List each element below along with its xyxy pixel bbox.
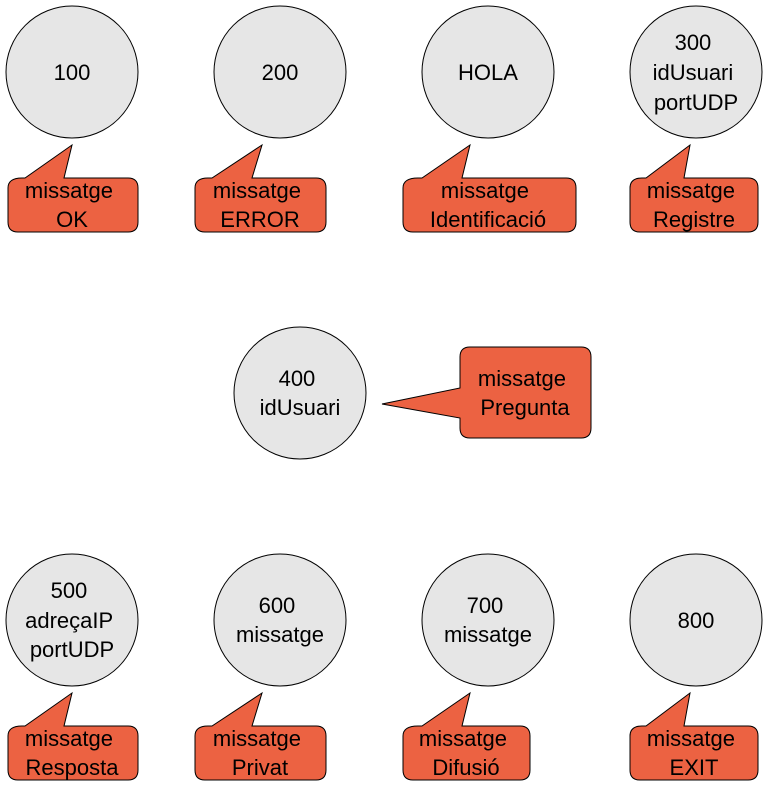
callout-ok: missatge OK	[7, 143, 139, 233]
node-300-text: 300 idUsuari portUDP	[653, 30, 740, 115]
node-100-circle	[5, 5, 139, 139]
callout-identificacio: missatge Identificació	[402, 143, 577, 233]
node-800-circle	[629, 553, 763, 687]
node-600-circle	[213, 553, 347, 687]
callout-registre: missatge Registre	[629, 143, 759, 233]
callout-privat-text: missatge Privat	[213, 726, 307, 780]
callout-identificacio-shape	[402, 143, 577, 233]
callout-error-text: missatge ERROR	[213, 178, 307, 232]
node-700: 700 missatge	[421, 553, 555, 687]
node-300-circle	[629, 5, 763, 139]
callout-resposta-text: missatge Resposta	[25, 726, 119, 780]
node-200-circle	[213, 5, 347, 139]
callout-ok-text: missatge OK	[25, 178, 119, 232]
node-600-text: 600 missatge	[236, 593, 324, 647]
callout-pregunta-shape	[381, 346, 592, 439]
node-hola-circle	[421, 5, 555, 139]
callout-error-shape	[194, 143, 327, 233]
node-hola-text: HOLA	[458, 60, 518, 85]
callout-difusio: missatge Difusió	[402, 691, 531, 781]
node-hola: HOLA	[421, 5, 555, 139]
callout-error: missatge ERROR	[194, 143, 327, 233]
callout-exit: missatge EXIT	[629, 691, 759, 781]
node-100: 100	[5, 5, 139, 139]
node-500: 500 adreçaIP portUDP	[5, 553, 139, 687]
node-100-text: 100	[54, 60, 91, 85]
callout-pregunta: missatge Pregunta	[381, 346, 592, 439]
callout-pregunta-text: missatge Pregunta	[478, 366, 572, 420]
node-600: 600 missatge	[213, 553, 347, 687]
callout-exit-shape	[629, 691, 759, 781]
callout-ok-shape	[7, 143, 139, 233]
node-400-circle	[233, 326, 367, 460]
node-400-text: 400 idUsuari	[260, 366, 341, 420]
node-300: 300 idUsuari portUDP	[629, 5, 763, 139]
callout-exit-text: missatge EXIT	[647, 726, 741, 780]
node-500-circle	[5, 553, 139, 687]
callout-resposta-shape	[7, 691, 139, 781]
callout-registre-shape	[629, 143, 759, 233]
callout-resposta: missatge Resposta	[7, 691, 139, 781]
node-800-text: 800	[678, 608, 715, 633]
callout-registre-text: missatge Registre	[647, 178, 741, 232]
node-800: 800	[629, 553, 763, 687]
node-700-text: 700 missatge	[444, 593, 532, 647]
node-500-text: 500 adreçaIP portUDP	[25, 578, 119, 662]
node-200: 200	[213, 5, 347, 139]
node-400: 400 idUsuari	[233, 326, 367, 460]
callout-privat: missatge Privat	[194, 691, 327, 781]
callout-privat-shape	[194, 691, 327, 781]
callout-identificacio-text: missatge Identificació	[430, 178, 546, 232]
node-200-text: 200	[262, 60, 299, 85]
callout-difusio-text: missatge Difusió	[419, 726, 513, 780]
callout-difusio-shape	[402, 691, 531, 781]
node-700-circle	[421, 553, 555, 687]
